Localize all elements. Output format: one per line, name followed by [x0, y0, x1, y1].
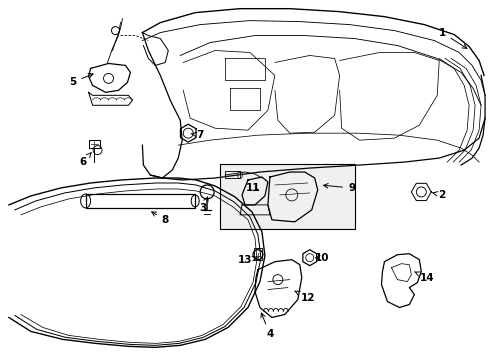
Text: 3: 3 — [199, 197, 207, 213]
Text: 1: 1 — [438, 28, 466, 48]
Text: 8: 8 — [151, 212, 168, 225]
Text: 13: 13 — [237, 255, 257, 265]
Bar — [224, 171, 240, 178]
Text: 5: 5 — [69, 73, 93, 87]
Text: 2: 2 — [432, 190, 445, 200]
Text: 10: 10 — [314, 253, 328, 263]
Bar — [85, 194, 195, 208]
Bar — [253, 248, 262, 260]
Text: 14: 14 — [414, 272, 434, 283]
Bar — [220, 164, 354, 229]
Bar — [88, 140, 100, 148]
Text: 4: 4 — [261, 313, 273, 339]
Text: 7: 7 — [191, 130, 203, 140]
Text: 9: 9 — [323, 183, 354, 193]
Text: 6: 6 — [79, 153, 91, 167]
Text: 11: 11 — [245, 183, 260, 193]
Text: 12: 12 — [294, 291, 314, 302]
